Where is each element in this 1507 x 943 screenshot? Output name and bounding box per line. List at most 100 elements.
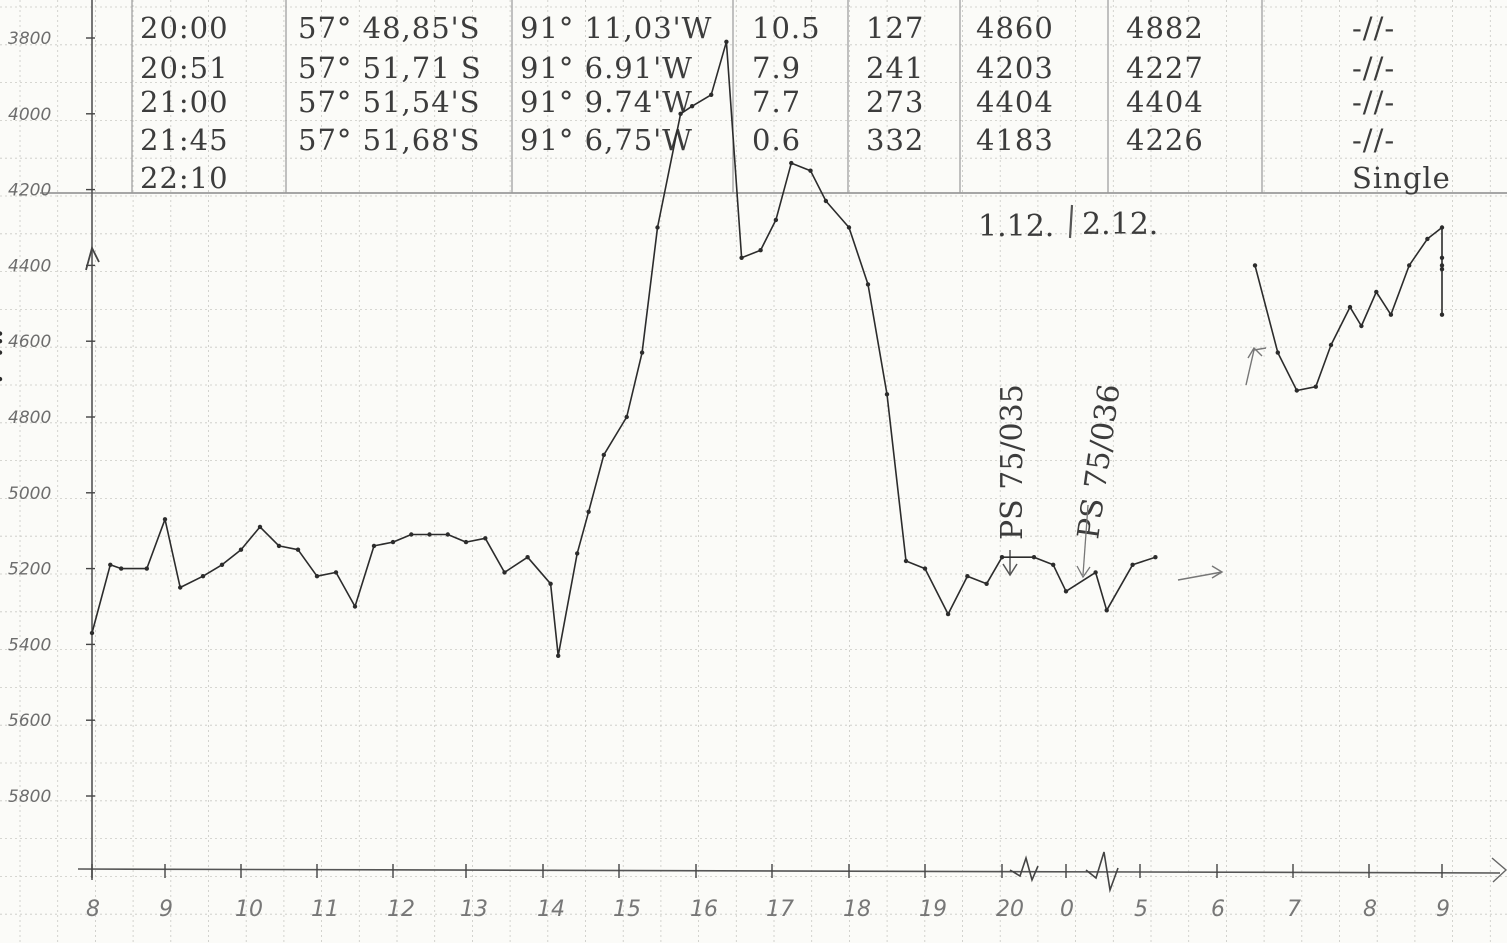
depth-point bbox=[601, 452, 606, 458]
x-tick-label: 14 bbox=[537, 897, 565, 922]
depth-line-segment-2 bbox=[1254, 226, 1443, 392]
depth-point bbox=[846, 225, 852, 230]
depth-point bbox=[773, 217, 779, 223]
date-separator bbox=[1068, 204, 1074, 239]
x-tick-label: 9 bbox=[1436, 897, 1450, 922]
y-tick-label: 5400 bbox=[8, 635, 51, 655]
log-cell-lat: 57° 51,71 S bbox=[298, 51, 482, 85]
depth-point bbox=[409, 532, 414, 537]
log-cell-time: 21:45 bbox=[140, 123, 229, 157]
log-cell-c7: 4882 bbox=[1126, 11, 1204, 45]
depth-point bbox=[922, 566, 928, 571]
depth-point bbox=[1407, 263, 1412, 268]
log-cell-c8: Single bbox=[1352, 161, 1451, 195]
depth-point bbox=[1439, 263, 1445, 268]
log-cell-c7: 4227 bbox=[1126, 51, 1204, 85]
axes: 3800400042004400460048005000520054005600… bbox=[8, 0, 1507, 922]
x-tick-label: 19 bbox=[919, 897, 947, 922]
depth-point bbox=[371, 543, 377, 549]
x-tick-label: 6 bbox=[1211, 897, 1225, 922]
depth-point bbox=[108, 562, 113, 567]
depth-point bbox=[1439, 225, 1445, 230]
depth-point bbox=[739, 255, 744, 260]
y-tick-label: 4400 bbox=[8, 256, 51, 276]
depth-point bbox=[1294, 388, 1300, 393]
depth-point bbox=[586, 509, 591, 514]
x-axis-line bbox=[77, 868, 1501, 874]
log-cell-c8: -//- bbox=[1352, 85, 1395, 119]
x-tick-label: 7 bbox=[1287, 897, 1301, 922]
depth-point bbox=[1388, 312, 1394, 317]
depth-point bbox=[525, 555, 530, 560]
depth-point bbox=[162, 517, 168, 522]
x-axis-arrow bbox=[1491, 857, 1507, 883]
depth-point bbox=[1439, 255, 1445, 260]
log-row: 20:51 57° 51,71 S 91° 6.91'W 7.9 241 4203 4227… bbox=[140, 51, 1394, 85]
depth-point bbox=[1063, 589, 1069, 594]
depth-point bbox=[200, 574, 206, 579]
log-row: 21:45 57° 51,68'S 91° 6,75'W 0.6 332 4183 4226… bbox=[140, 123, 1395, 157]
log-cell-time: 21:00 bbox=[140, 85, 229, 119]
depth-point bbox=[1104, 608, 1109, 613]
depth-point bbox=[276, 543, 282, 549]
depth-point bbox=[1439, 267, 1445, 272]
depth-point bbox=[548, 581, 553, 586]
depth-point bbox=[0, 376, 3, 382]
depth-point bbox=[999, 555, 1005, 560]
log-row: 20:00 57° 48,85'S 91° 11,03'W 10.5 127 4860 48… bbox=[140, 11, 1394, 45]
log-cell-c6: 4860 bbox=[976, 11, 1054, 45]
y-tick-label: 5600 bbox=[8, 711, 51, 731]
log-cell-c6: 4404 bbox=[976, 85, 1054, 119]
x-tick-label: 8 bbox=[86, 897, 100, 922]
x-tick-label: 0 bbox=[1060, 897, 1074, 922]
station-label-1: PS 75/035 bbox=[995, 384, 1030, 540]
depth-point bbox=[1252, 263, 1258, 268]
depth-point bbox=[119, 566, 124, 571]
depth-point bbox=[1359, 323, 1364, 329]
depth-point bbox=[445, 532, 450, 537]
depth-point bbox=[0, 339, 3, 344]
log-cell-c8: -//- bbox=[1352, 123, 1395, 157]
log-cell-c4: 7.7 bbox=[752, 85, 801, 119]
depth-point bbox=[502, 570, 507, 575]
log-cell-time: 20:00 bbox=[140, 11, 229, 45]
log-cell-lat: 57° 51,54'S bbox=[298, 85, 480, 119]
depth-point bbox=[724, 39, 729, 44]
station-arrow-2-head bbox=[1076, 565, 1091, 579]
log-cell-time: 22:10 bbox=[140, 161, 229, 195]
x-tick-label: 17 bbox=[766, 897, 794, 922]
depth-point bbox=[463, 539, 469, 545]
depth-point bbox=[0, 331, 3, 336]
date-change-label-2: 2.12. bbox=[1082, 207, 1158, 242]
log-cell-c7: 4404 bbox=[1126, 85, 1204, 119]
log-cell-lon: 91° 11,03'W bbox=[520, 11, 712, 45]
depth-point bbox=[808, 168, 813, 173]
depth-point bbox=[1328, 342, 1334, 348]
depth-point bbox=[1347, 304, 1353, 310]
depth-point bbox=[709, 92, 714, 98]
plot-area bbox=[0, 39, 1445, 658]
log-cell-c5: 241 bbox=[866, 51, 924, 85]
depth-point bbox=[678, 111, 683, 117]
depth-point bbox=[352, 604, 358, 609]
y-tick-label: 5800 bbox=[8, 787, 51, 807]
axis-break-right bbox=[1085, 851, 1119, 894]
annotations: 1.12. 2.12. PS 75/035 PS 75/036 bbox=[978, 204, 1267, 581]
log-row: 22:10 Single bbox=[140, 161, 1451, 195]
depth-point bbox=[903, 558, 909, 564]
depth-point bbox=[1031, 555, 1037, 560]
x-tick-label: 13 bbox=[460, 897, 488, 922]
log-cell-c7: 4226 bbox=[1126, 123, 1204, 157]
log-cell-c5: 127 bbox=[866, 11, 924, 45]
log-table: 20:00 57° 48,85'S 91° 11,03'W 10.5 127 4860 48… bbox=[40, 0, 1507, 195]
depth-point bbox=[758, 248, 763, 253]
depth-point bbox=[427, 532, 432, 537]
depth-point bbox=[333, 570, 339, 575]
depth-point bbox=[1153, 555, 1158, 560]
depth-point bbox=[1275, 350, 1281, 355]
log-row: 21:00 57° 51,54'S 91° 9.74'W 7.7 273 4404 4404… bbox=[140, 85, 1395, 119]
station-arrow-2-shaft bbox=[1082, 504, 1089, 576]
restart-arrow bbox=[1245, 346, 1267, 386]
x-tick-label: 20 bbox=[996, 897, 1024, 922]
